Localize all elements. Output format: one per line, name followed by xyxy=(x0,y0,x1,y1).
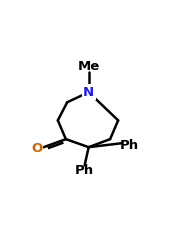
Text: N: N xyxy=(83,86,94,99)
Text: Ph: Ph xyxy=(119,139,138,152)
Text: Ph: Ph xyxy=(75,164,94,177)
Text: O: O xyxy=(31,142,43,155)
Text: Me: Me xyxy=(78,60,100,73)
